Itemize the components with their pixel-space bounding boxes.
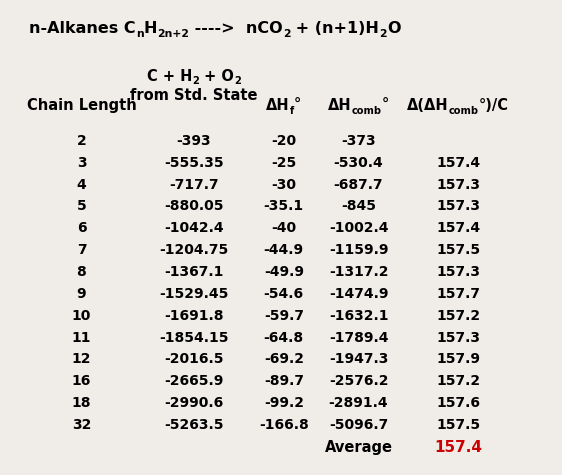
Text: 10: 10 [72,309,91,323]
Text: 157.2: 157.2 [436,374,480,388]
Text: -1529.45: -1529.45 [159,287,229,301]
Text: °: ° [294,98,301,114]
Text: -64.8: -64.8 [264,331,304,344]
Text: -1159.9: -1159.9 [329,243,388,257]
Text: -44.9: -44.9 [264,243,304,257]
Text: -2990.6: -2990.6 [164,396,224,410]
Text: ΔH: ΔH [328,98,352,114]
Text: 3: 3 [76,156,87,170]
Text: 16: 16 [72,374,91,388]
Text: 2: 2 [76,134,87,148]
Text: n: n [136,29,144,39]
Text: -49.9: -49.9 [264,265,304,279]
Text: comb: comb [352,106,382,116]
Text: -54.6: -54.6 [264,287,304,301]
Text: -373: -373 [341,134,376,148]
Text: 2: 2 [379,29,387,39]
Text: -1632.1: -1632.1 [329,309,388,323]
Text: 157.2: 157.2 [436,309,480,323]
Text: -35.1: -35.1 [264,200,304,213]
Text: -880.05: -880.05 [164,200,224,213]
Text: 157.7: 157.7 [436,287,480,301]
Text: -5096.7: -5096.7 [329,418,388,432]
Text: -2891.4: -2891.4 [329,396,388,410]
Text: -1947.3: -1947.3 [329,352,388,366]
Text: Chain Length: Chain Length [26,98,137,114]
Text: 8: 8 [76,265,87,279]
Text: -717.7: -717.7 [169,178,219,191]
Text: 2: 2 [283,29,291,39]
Text: 157.6: 157.6 [436,396,480,410]
Text: 157.3: 157.3 [436,178,480,191]
Text: C + H: C + H [147,69,192,84]
Text: O: O [387,21,400,37]
Text: H: H [144,21,157,37]
Text: 4: 4 [76,178,87,191]
Text: -1042.4: -1042.4 [164,221,224,235]
Text: -5263.5: -5263.5 [164,418,224,432]
Text: 157.4: 157.4 [436,156,480,170]
Text: ΔH: ΔH [266,98,290,114]
Text: -845: -845 [341,200,376,213]
Text: -99.2: -99.2 [264,396,304,410]
Text: °: ° [382,98,389,114]
Text: -20: -20 [271,134,296,148]
Text: + O: + O [199,69,234,84]
Text: 157.5: 157.5 [436,243,480,257]
Text: -1854.15: -1854.15 [159,331,229,344]
Text: 5: 5 [76,200,87,213]
Text: -1367.1: -1367.1 [164,265,224,279]
Text: comb: comb [449,106,479,116]
Text: 2: 2 [234,76,241,86]
Text: -2665.9: -2665.9 [164,374,224,388]
Text: -40: -40 [271,221,296,235]
Text: 157.4: 157.4 [434,440,482,455]
Text: + (n+1)H: + (n+1)H [291,21,379,37]
Text: n-Alkanes C: n-Alkanes C [29,21,136,37]
Text: -2016.5: -2016.5 [164,352,224,366]
Text: from Std. State: from Std. State [130,88,257,103]
Text: 12: 12 [72,352,91,366]
Text: -1474.9: -1474.9 [329,287,388,301]
Text: -1789.4: -1789.4 [329,331,388,344]
Text: 32: 32 [72,418,91,432]
Text: -1002.4: -1002.4 [329,221,388,235]
Text: 157.4: 157.4 [436,221,480,235]
Text: -687.7: -687.7 [334,178,383,191]
Text: f: f [290,106,294,116]
Text: -2576.2: -2576.2 [329,374,388,388]
Text: ---->  nCO: ----> nCO [189,21,283,37]
Text: Δ(ΔH: Δ(ΔH [407,98,449,114]
Text: -69.2: -69.2 [264,352,304,366]
Text: -1204.75: -1204.75 [159,243,229,257]
Text: -59.7: -59.7 [264,309,304,323]
Text: -555.35: -555.35 [164,156,224,170]
Text: 7: 7 [76,243,87,257]
Text: 9: 9 [76,287,87,301]
Text: -1691.8: -1691.8 [164,309,224,323]
Text: -530.4: -530.4 [334,156,383,170]
Text: -30: -30 [271,178,296,191]
Text: 6: 6 [76,221,87,235]
Text: 157.3: 157.3 [436,331,480,344]
Text: -393: -393 [176,134,211,148]
Text: -1317.2: -1317.2 [329,265,388,279]
Text: Average: Average [325,440,392,455]
Text: 157.9: 157.9 [436,352,480,366]
Text: -89.7: -89.7 [264,374,304,388]
Text: 157.3: 157.3 [436,265,480,279]
Text: -166.8: -166.8 [259,418,309,432]
Text: -25: -25 [271,156,296,170]
Text: 2n+2: 2n+2 [157,29,189,39]
Text: 11: 11 [72,331,91,344]
Text: 157.5: 157.5 [436,418,480,432]
Text: 157.3: 157.3 [436,200,480,213]
Text: 2: 2 [192,76,199,86]
Text: °)/C: °)/C [479,98,509,114]
Text: 18: 18 [72,396,91,410]
